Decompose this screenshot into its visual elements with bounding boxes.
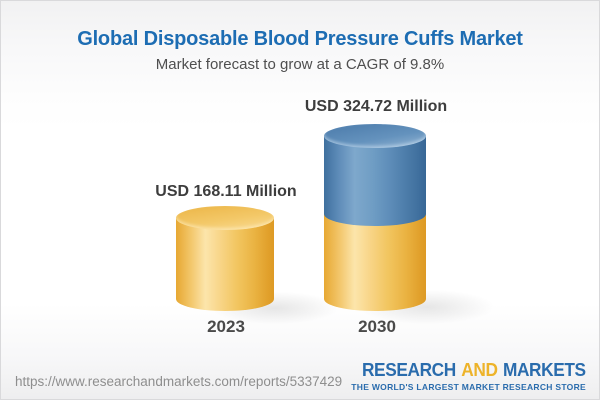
research-and-markets-logo: RESEARCH AND MARKETS THE WORLD'S LARGEST… — [351, 360, 586, 392]
bar-cylinder-2030 — [324, 124, 426, 311]
chart-title: Global Disposable Blood Pressure Cuffs M… — [77, 28, 523, 50]
bar-2030-top-cap — [324, 124, 426, 148]
bar-cylinder-2023 — [176, 206, 274, 311]
logo-word-and: AND — [461, 360, 499, 380]
logo-word-research: RESEARCH — [362, 360, 457, 380]
bar-2023-top-cap — [176, 206, 274, 230]
value-label-2030: USD 324.72 Million — [304, 98, 448, 115]
bar-2030-growth-segment — [324, 136, 426, 226]
logo-wordmark: RESEARCH AND MARKETS — [361, 360, 586, 381]
category-label-2030: 2030 — [358, 317, 396, 336]
chart-subtitle: Market forecast to grow at a CAGR of 9.8… — [155, 56, 445, 73]
bar-2023-body — [176, 218, 274, 311]
logo-word-markets: MARKETS — [503, 360, 586, 380]
bar-2030-base-segment — [324, 214, 426, 311]
logo-tagline: THE WORLD'S LARGEST MARKET RESEARCH STOR… — [351, 382, 586, 392]
report-url: https://www.researchandmarkets.com/repor… — [15, 374, 343, 389]
category-label-2023: 2023 — [207, 317, 245, 336]
value-label-2023: USD 168.11 Million — [155, 183, 297, 200]
